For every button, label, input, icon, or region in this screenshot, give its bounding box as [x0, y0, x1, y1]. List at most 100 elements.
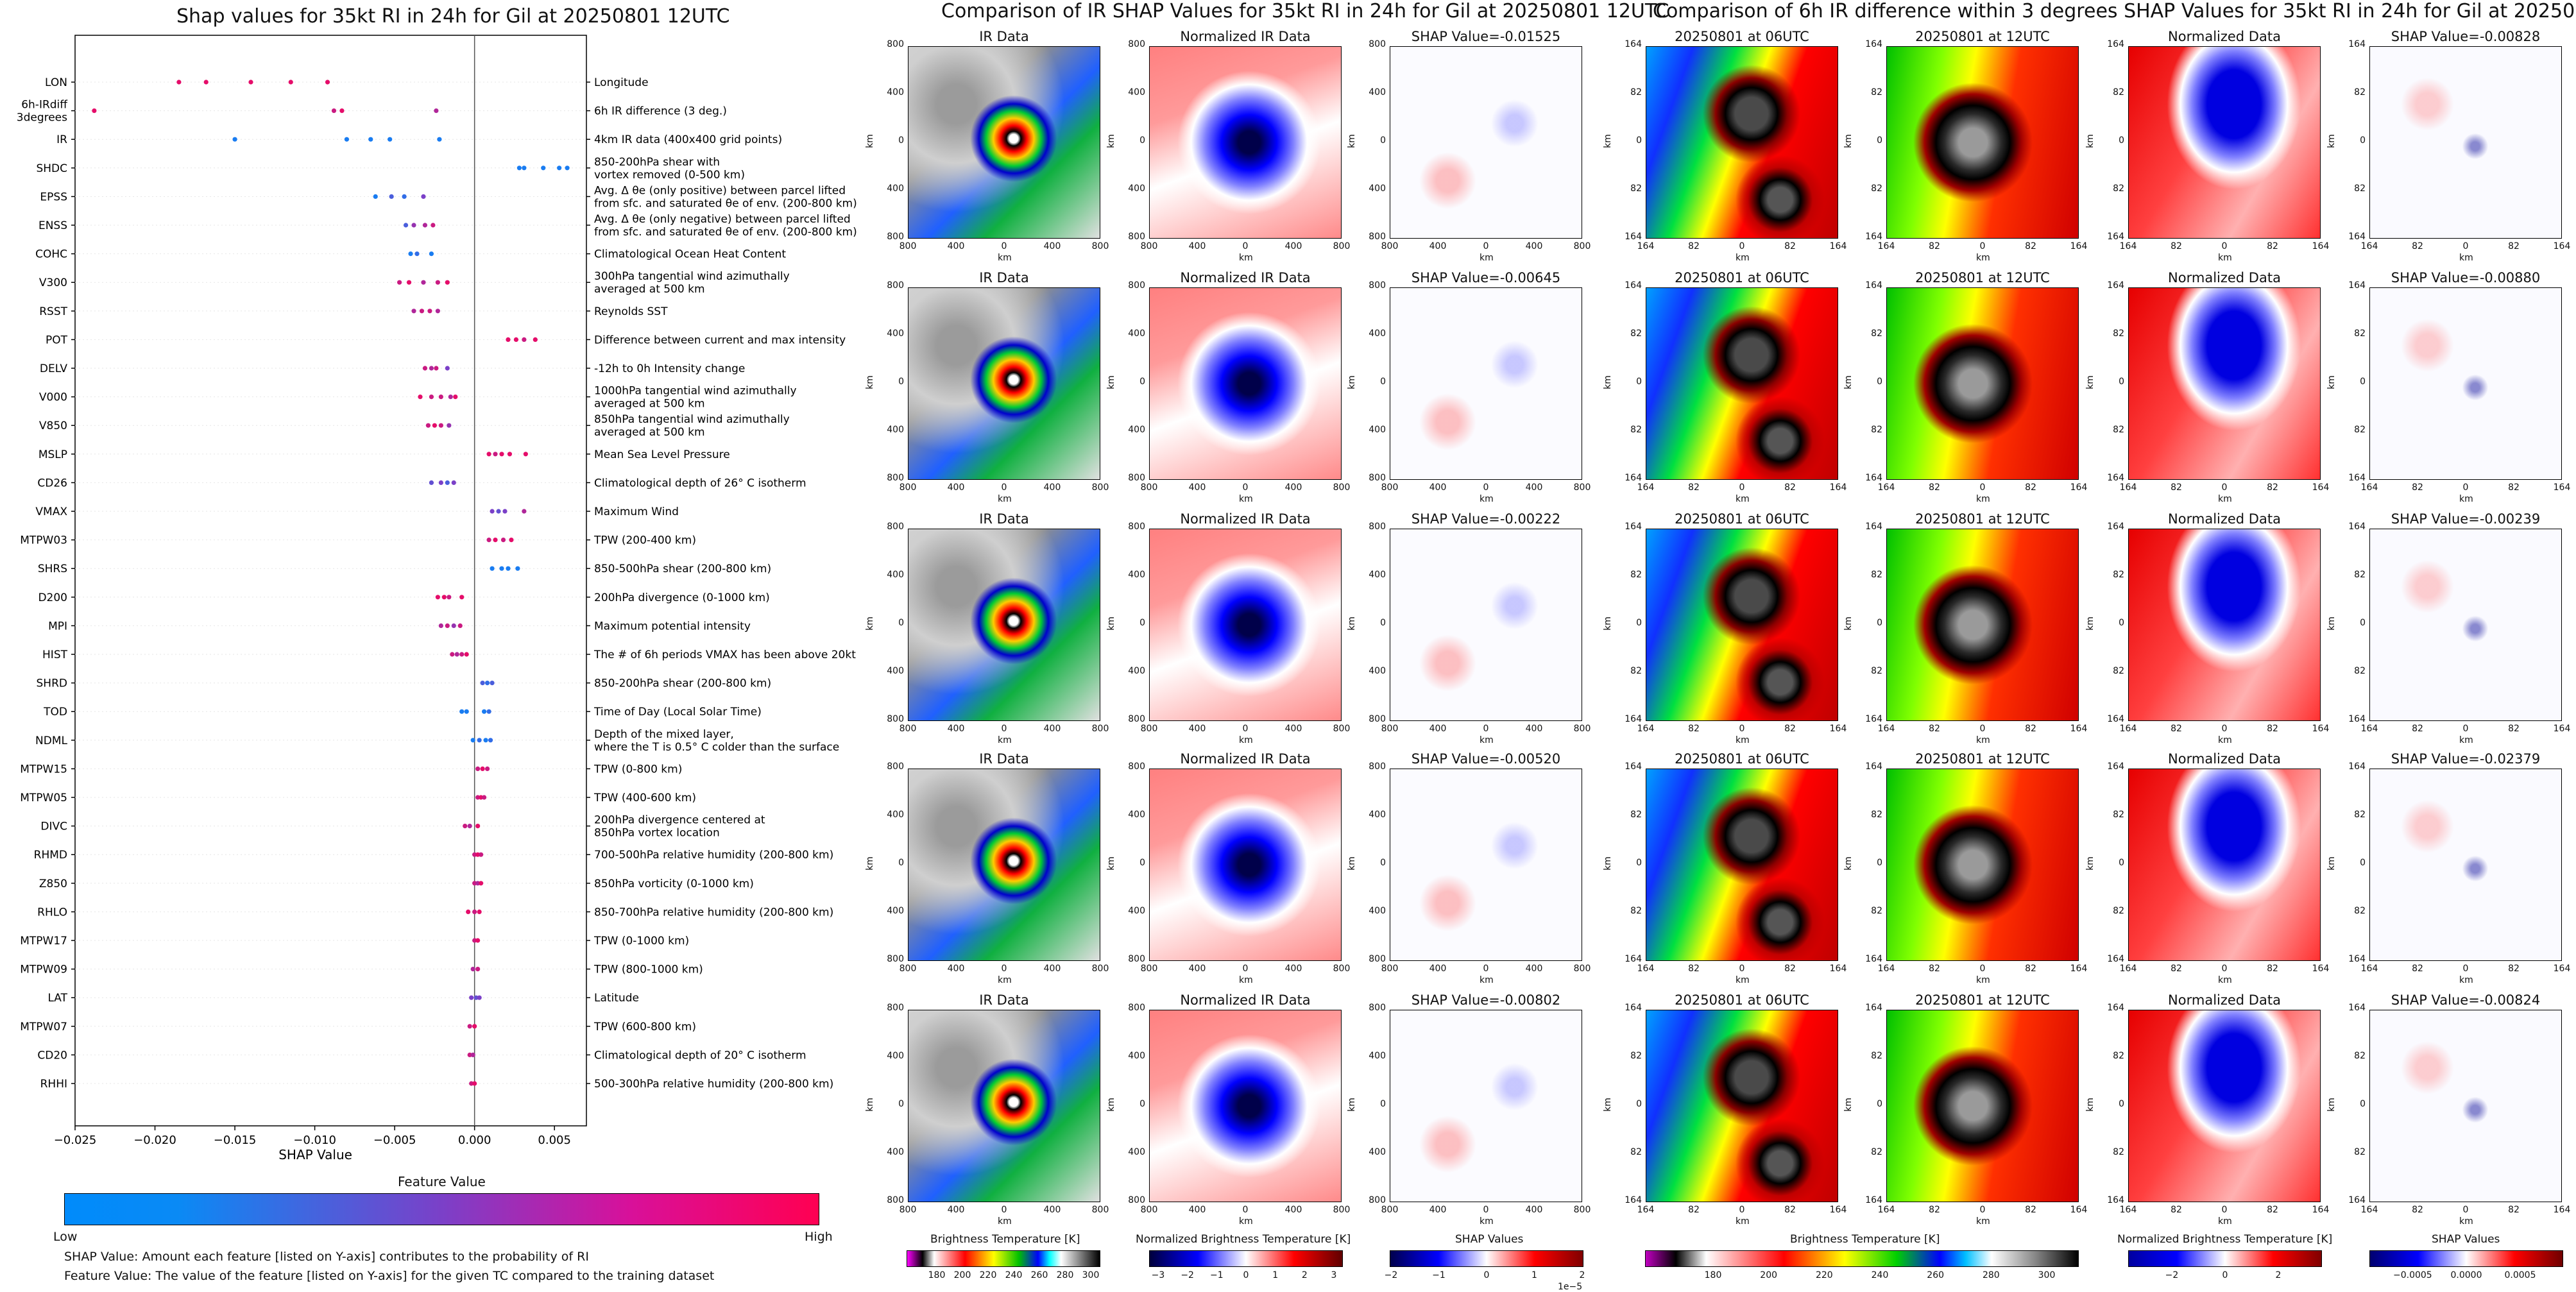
colorbar-tick-label: −2	[1384, 1270, 1398, 1280]
y-tick-label: 0	[1139, 618, 1145, 628]
ir-06utc-panel-title: 20250801 at 06UTC	[1675, 29, 1809, 44]
x-tick-label: 400	[1284, 1205, 1302, 1215]
ir-12utc-panel	[1886, 529, 2079, 721]
y-tick-label: DIVC	[40, 820, 67, 833]
colorbar-tick-label: 0	[1243, 1270, 1249, 1280]
x-tick-label: 82	[1929, 1205, 1940, 1215]
x-tick-label: 0	[1242, 964, 1249, 974]
y-tick-label: MTPW07	[20, 1021, 67, 1033]
diff-shap-colorbar	[2369, 1250, 2563, 1267]
shap-point	[472, 852, 477, 857]
diff-shap-panel	[2369, 46, 2562, 239]
x-tick-label: 800	[1333, 241, 1351, 251]
x-tick-label: 82	[2412, 482, 2423, 493]
feature-description: Climatological depth of 20° C isotherm	[594, 1049, 806, 1062]
y-tick-label: 800	[1369, 1003, 1386, 1013]
y-tick-label: 82	[2354, 906, 2366, 916]
x-axis-label: km	[1976, 735, 1990, 745]
shap-point	[402, 194, 407, 199]
shap-point	[434, 108, 439, 114]
x-tick-label: 0	[1979, 724, 1986, 734]
feature-description: 200hPa divergence centered at	[594, 814, 765, 827]
x-axis-label: km	[998, 253, 1012, 263]
y-tick-label: 0	[1636, 1099, 1642, 1109]
shap-point	[499, 566, 504, 571]
x-tick-label: 800	[1140, 964, 1158, 974]
shap-point	[445, 366, 450, 371]
y-tick-label: 400	[887, 810, 904, 820]
ir-data-panel-title: IR Data	[979, 992, 1029, 1008]
colorbar-tick-label: −1	[1432, 1270, 1446, 1280]
shap-point	[459, 709, 465, 714]
x-tick-label: 164	[1637, 1205, 1655, 1215]
x-axis-label: km	[1480, 735, 1494, 745]
y-tick-label: NDML	[35, 735, 67, 747]
shap-point	[403, 223, 409, 228]
feature-description: 300hPa tangential wind azimuthally	[594, 270, 790, 283]
y-tick-label: 400	[1128, 87, 1145, 98]
x-axis-label: km	[1239, 494, 1253, 504]
y-tick-label: 164	[2107, 473, 2124, 483]
normalized-colorbar-label: Normalized Brightness Temperature [K]	[1136, 1233, 1351, 1246]
y-tick-label: 0	[1139, 858, 1145, 868]
y-axis-label: km	[864, 616, 875, 631]
y-tick-label: 82	[1630, 666, 1642, 676]
normalized-ir-panel	[1149, 46, 1342, 239]
feature-description: -12h to 0h Intensity change	[594, 362, 745, 375]
y-tick-label: 0	[2119, 858, 2124, 868]
x-tick-label: 82	[1784, 482, 1796, 493]
x-axis-label: km	[998, 1216, 1012, 1227]
shap-point	[565, 166, 570, 171]
shap-point	[432, 423, 437, 428]
y-tick-label: 800	[887, 280, 904, 291]
shap-point	[472, 938, 477, 943]
y-tick-label: 400	[1128, 425, 1145, 435]
x-tick-label: 0	[2221, 482, 2228, 493]
shap-point	[477, 738, 482, 743]
shap-point	[557, 166, 562, 171]
x-axis-label: km	[1239, 1216, 1253, 1227]
y-axis-label: km	[1602, 375, 1613, 389]
shap-point	[479, 795, 484, 800]
y-tick-label: 164	[1625, 954, 1642, 964]
x-axis-label: km	[1239, 735, 1253, 745]
y-tick-label: 800	[1128, 954, 1145, 964]
x-tick-label: 82	[2025, 724, 2036, 734]
x-tick-label: 82	[2025, 482, 2036, 493]
y-axis-label: km	[1602, 616, 1613, 631]
y-tick-label: 0	[898, 858, 904, 868]
y-tick-label: 0	[1877, 858, 1882, 868]
y-tick-label: 82	[1871, 1147, 1882, 1157]
x-axis-label: km	[1736, 253, 1750, 263]
x-tick-label: 800	[1091, 482, 1109, 493]
y-tick-label: 400	[1369, 328, 1386, 339]
y-tick-label: 164	[2107, 714, 2124, 724]
colorbar-tick-label: 180	[928, 1270, 946, 1280]
x-tick-label: 164	[2312, 964, 2330, 974]
x-tick-label: 82	[2267, 482, 2278, 493]
shap-point	[435, 309, 440, 314]
x-tick-label: 400	[1429, 1205, 1447, 1215]
x-tick-label: 164	[2119, 241, 2137, 251]
ir-shap-panel-title: SHAP Value=-0.00520	[1411, 751, 1561, 767]
x-tick-label: 0	[1483, 1205, 1489, 1215]
shap-point	[429, 480, 434, 486]
x-tick-label: 82	[2267, 241, 2278, 251]
shap-point	[483, 738, 488, 743]
x-tick-label: 800	[1333, 1205, 1351, 1215]
shap-point	[473, 995, 479, 1000]
x-tick-label: 0	[2221, 1205, 2228, 1215]
shap-point	[467, 1052, 472, 1057]
x-tick-label: 164	[2070, 482, 2088, 493]
y-tick-label: 82	[2113, 666, 2124, 676]
y-tick-label: 82	[2354, 425, 2366, 435]
normalized-colorbar	[1149, 1250, 1343, 1267]
x-tick-label: 800	[1140, 724, 1158, 734]
ir-12utc-panel	[1886, 769, 2079, 961]
ir-shap-panel	[1390, 529, 1582, 721]
x-tick-label: 800	[1381, 1205, 1399, 1215]
x-tick-label: 82	[2171, 724, 2182, 734]
x-tick-label: 400	[947, 482, 965, 493]
ir-06utc-panel	[1646, 529, 1838, 721]
x-axis-label: km	[1239, 975, 1253, 985]
